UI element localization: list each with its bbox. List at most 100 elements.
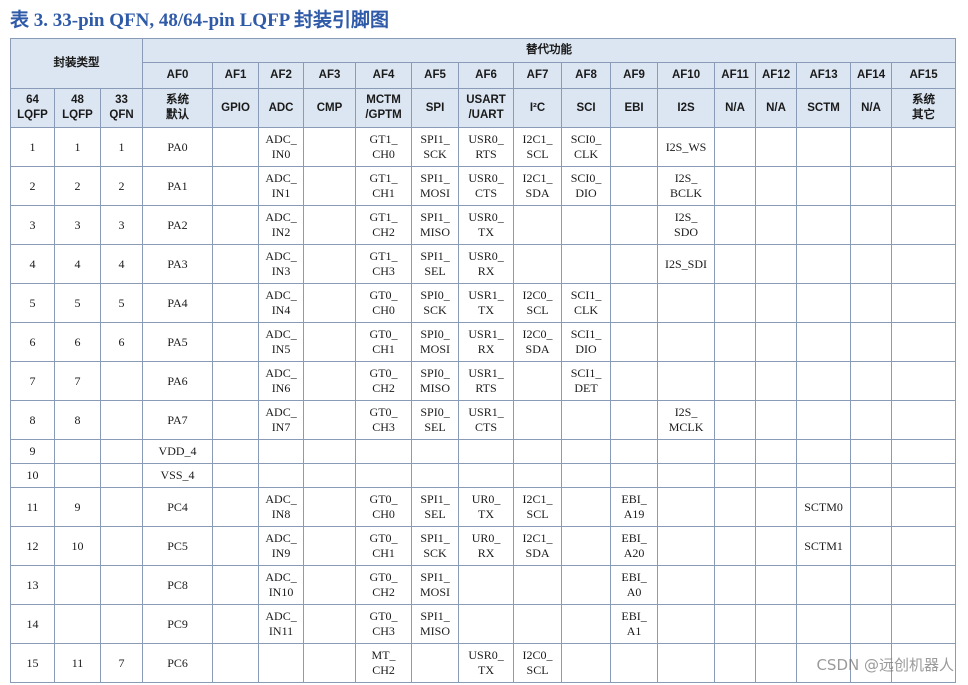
cell — [99, 439, 144, 464]
cell: SPI1_ SEL — [411, 244, 460, 284]
cell — [411, 439, 460, 464]
af-header: AF15 — [891, 62, 957, 89]
cell — [561, 205, 612, 245]
cell — [657, 604, 716, 644]
af-header: AF13 — [796, 62, 852, 89]
cell: ADC_ IN4 — [258, 283, 305, 323]
cell — [891, 361, 957, 401]
column-header: SPI — [411, 88, 460, 128]
af-header: AF8 — [561, 62, 612, 89]
column-header: CMP — [303, 88, 357, 128]
cell — [610, 463, 659, 488]
cell: GT0_ CH1 — [355, 322, 413, 362]
cell — [303, 565, 357, 605]
table-body: 1 1 1 PA0 ADC_ IN0 GT1_ CH0 SPI1_ SCK USR0_ RTS… — [10, 127, 957, 683]
cell: SPI0_ MISO — [411, 361, 460, 401]
cell — [513, 604, 563, 644]
cell: GT0_ CH0 — [355, 283, 413, 323]
cell — [54, 463, 101, 488]
cell — [561, 244, 612, 284]
pin-row: 10 VSS_4 — [10, 463, 957, 488]
pin-row: 2 2 2 PA1 ADC_ IN1 GT1_ CH1 SPI1_ MOSI USR0_ CT… — [10, 166, 957, 206]
cell: USR0_ RX — [458, 244, 515, 284]
cell — [796, 127, 852, 167]
cell — [513, 244, 563, 284]
cell — [610, 205, 659, 245]
cell — [850, 322, 893, 362]
cell: GT0_ CH0 — [355, 487, 413, 527]
cell — [714, 526, 757, 566]
cell: 2 — [99, 166, 144, 206]
cell — [850, 166, 893, 206]
cell: 4 — [99, 244, 144, 284]
cell: PA6 — [142, 361, 214, 401]
cell — [303, 205, 357, 245]
column-header: 64 LQFP — [10, 88, 55, 128]
cell: EBI_ A1 — [610, 604, 659, 644]
column-header: SCI — [561, 88, 612, 128]
cell — [657, 487, 716, 527]
cell — [258, 439, 305, 464]
cell — [714, 463, 757, 488]
cell — [891, 244, 957, 284]
cell: VSS_4 — [142, 463, 214, 488]
cell — [99, 400, 144, 440]
cell: GT1_ CH1 — [355, 166, 413, 206]
cell — [850, 526, 893, 566]
cell — [755, 166, 798, 206]
cell — [458, 604, 515, 644]
cell: 7 — [99, 643, 144, 683]
cell: ADC_ IN3 — [258, 244, 305, 284]
cell: 1 — [54, 127, 101, 167]
cell — [714, 400, 757, 440]
cell — [714, 643, 757, 683]
cell: 7 — [54, 361, 101, 401]
column-header: SCTM — [796, 88, 852, 128]
cell: ADC_ IN5 — [258, 322, 305, 362]
cell — [561, 400, 612, 440]
cell: 8 — [10, 400, 55, 440]
cell — [714, 205, 757, 245]
cell — [755, 205, 798, 245]
cell — [610, 166, 659, 206]
cell — [610, 127, 659, 167]
pin-row: 4 4 4 PA3 ADC_ IN3 GT1_ CH3 SPI1_ SEL USR0_ RX I… — [10, 244, 957, 284]
table-title: 表 3. 33-pin QFN, 48/64-pin LQFP 封装引脚图 — [10, 10, 389, 31]
header-row: 封装类型 替代功能 — [9, 38, 957, 89]
cell — [891, 643, 957, 683]
pin-row: 14 PC9 ADC_ IN11 GT0_ CH3 SPI1_ MISO EBI_ A1 — [10, 604, 957, 644]
cell — [355, 463, 413, 488]
cell: 7 — [10, 361, 55, 401]
cell: SCI1_ CLK — [561, 283, 612, 323]
cell — [850, 283, 893, 323]
af-header: AF2 — [258, 62, 305, 89]
cell: 9 — [54, 487, 101, 527]
af-header: AF4 — [355, 62, 413, 89]
cell: 12 — [10, 526, 55, 566]
cell — [54, 439, 101, 464]
cell: MT_ CH2 — [355, 643, 413, 683]
cell: I2S_SDI — [657, 244, 716, 284]
cell: GT0_ CH2 — [355, 565, 413, 605]
cell: 11 — [54, 643, 101, 683]
column-header: I2S — [657, 88, 716, 128]
cell: I2C0_ SCL — [513, 643, 563, 683]
group-header: 替代功能 — [142, 38, 957, 63]
cell — [714, 604, 757, 644]
cell — [755, 127, 798, 167]
cell — [657, 643, 716, 683]
cell — [303, 361, 357, 401]
cell: 2 — [54, 166, 101, 206]
cell — [796, 361, 852, 401]
cell — [561, 439, 612, 464]
pin-row: 13 PC8 ADC_ IN10 GT0_ CH2 SPI1_ MOSI EBI_ A0 — [10, 565, 957, 605]
cell — [891, 487, 957, 527]
af-header: AF12 — [755, 62, 798, 89]
cell: GT0_ CH3 — [355, 400, 413, 440]
cell: 15 — [10, 643, 55, 683]
cell — [891, 439, 957, 464]
cell — [411, 643, 460, 683]
af-header: AF6 — [458, 62, 515, 89]
cell — [212, 244, 260, 284]
cell: 6 — [99, 322, 144, 362]
